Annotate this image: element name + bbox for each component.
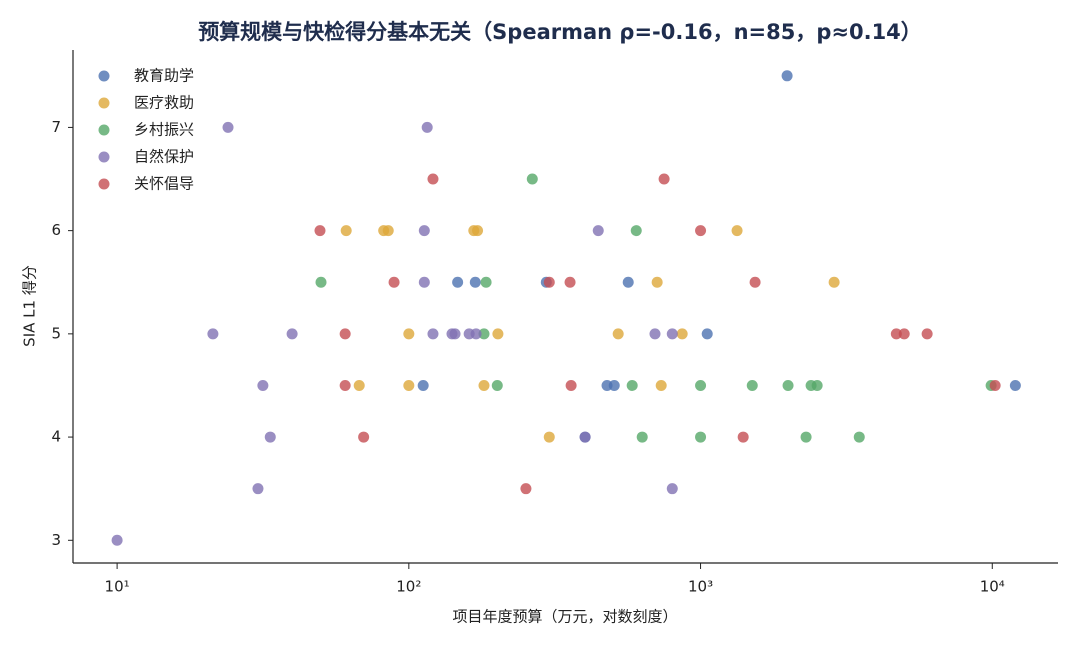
- x-axis-label: 项目年度预算（万元，对数刻度）: [452, 608, 677, 626]
- point: [921, 328, 933, 340]
- point: [452, 276, 464, 288]
- point: [478, 379, 490, 391]
- point: [340, 225, 352, 237]
- legend-label: 关怀倡导: [134, 175, 194, 193]
- point: [658, 173, 670, 185]
- point: [469, 276, 481, 288]
- point: [526, 173, 538, 185]
- point: [478, 328, 490, 340]
- point: [695, 379, 707, 391]
- point: [472, 225, 484, 237]
- point: [636, 431, 648, 443]
- point: [565, 379, 577, 391]
- point: [480, 276, 492, 288]
- chart-title: 预算规模与快检得分基本无关（Spearman ρ=-0.16，n=85，p≈0.…: [198, 20, 922, 44]
- point: [427, 173, 439, 185]
- legend-label: 自然保护: [134, 148, 194, 166]
- y-axis-label: SIA L1 得分: [21, 265, 39, 347]
- point: [1009, 379, 1021, 391]
- point: [649, 328, 661, 340]
- point: [898, 328, 910, 340]
- point: [339, 328, 351, 340]
- point: [543, 276, 555, 288]
- point: [491, 379, 503, 391]
- point: [579, 431, 591, 443]
- point: [257, 379, 269, 391]
- point: [612, 328, 624, 340]
- point: [811, 379, 823, 391]
- y-tick-label: 7: [51, 118, 61, 136]
- point: [421, 121, 433, 133]
- point: [418, 276, 430, 288]
- point: [737, 431, 749, 443]
- legend-marker: [98, 97, 110, 109]
- y-tick-label: 5: [51, 324, 61, 342]
- point: [731, 225, 743, 237]
- point: [111, 534, 123, 546]
- point: [358, 431, 370, 443]
- point: [651, 276, 663, 288]
- legend-label: 乡村振兴: [134, 121, 194, 139]
- point: [666, 483, 678, 495]
- point: [427, 328, 439, 340]
- point: [252, 483, 264, 495]
- y-tick-label: 3: [51, 531, 61, 549]
- point: [207, 328, 219, 340]
- point: [701, 328, 713, 340]
- point: [470, 328, 482, 340]
- point: [853, 431, 865, 443]
- point: [222, 121, 234, 133]
- legend-label: 教育助学: [134, 67, 194, 85]
- legend-marker: [98, 178, 110, 190]
- point: [449, 328, 461, 340]
- point: [382, 225, 394, 237]
- point: [564, 276, 576, 288]
- point: [676, 328, 688, 340]
- point: [417, 379, 429, 391]
- point: [418, 225, 430, 237]
- point: [626, 379, 638, 391]
- point: [608, 379, 620, 391]
- point: [388, 276, 400, 288]
- x-tick-label: 10⁴: [980, 578, 1005, 596]
- x-tick-label: 10³: [688, 578, 713, 596]
- point: [286, 328, 298, 340]
- point: [353, 379, 365, 391]
- point: [520, 483, 532, 495]
- x-tick-label: 10²: [396, 578, 421, 596]
- point: [315, 276, 327, 288]
- point: [800, 431, 812, 443]
- y-tick-label: 4: [51, 428, 61, 446]
- point: [749, 276, 761, 288]
- point: [746, 379, 758, 391]
- point: [543, 431, 555, 443]
- legend-marker: [98, 124, 110, 136]
- point: [492, 328, 504, 340]
- legend-marker: [98, 151, 110, 163]
- point: [622, 276, 634, 288]
- legend-marker: [98, 70, 110, 82]
- point: [403, 379, 415, 391]
- point: [264, 431, 276, 443]
- point: [781, 70, 793, 82]
- point: [695, 431, 707, 443]
- point: [592, 225, 604, 237]
- point: [828, 276, 840, 288]
- point: [890, 328, 902, 340]
- y-tick-label: 6: [51, 221, 61, 239]
- legend-label: 医疗救助: [134, 94, 194, 112]
- point: [655, 379, 667, 391]
- x-tick-label: 10¹: [105, 578, 130, 596]
- point: [339, 379, 351, 391]
- point: [314, 225, 326, 237]
- point: [630, 225, 642, 237]
- point: [403, 328, 415, 340]
- point: [695, 225, 707, 237]
- point: [782, 379, 794, 391]
- point: [989, 379, 1001, 391]
- point: [666, 328, 678, 340]
